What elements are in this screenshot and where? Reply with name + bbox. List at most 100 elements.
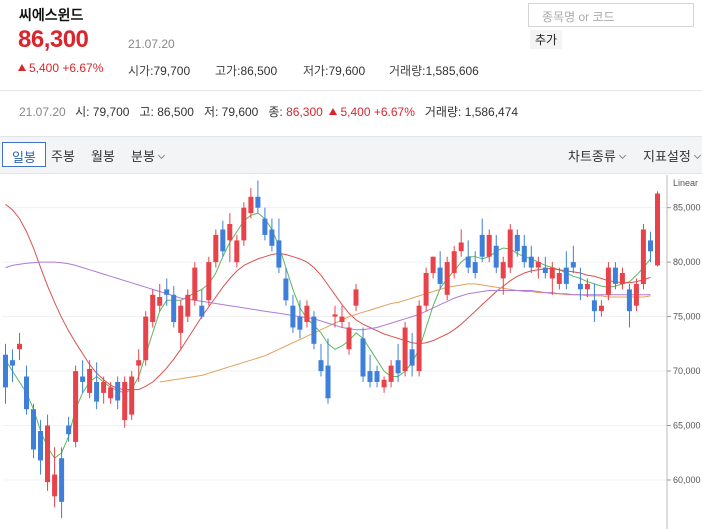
candle (171, 286, 177, 328)
candle (10, 349, 15, 382)
y-tick-label: 85,000 (673, 203, 701, 213)
scale-label: Linear (673, 178, 698, 188)
summary-open: 79,700 (92, 105, 130, 119)
candle-body (360, 338, 366, 377)
tab-monthly[interactable]: 월봉 (91, 149, 115, 164)
stat-low-label: 저가 (303, 64, 326, 78)
candle-body (472, 262, 478, 273)
chevron-down-icon (157, 151, 165, 160)
candle-body (591, 300, 597, 312)
candle-body (584, 283, 590, 290)
header-divider (0, 90, 702, 91)
candle (318, 343, 324, 377)
candle (150, 289, 156, 328)
candle (297, 300, 303, 339)
stock-header: 씨에스윈드 86,300 21.07.20 5,400 +6.67% 시가:79… (0, 0, 702, 90)
candle-body (500, 262, 506, 279)
candle-body (311, 316, 317, 344)
candle (486, 229, 492, 263)
candle (185, 289, 191, 323)
candle (612, 262, 618, 290)
candle-body (619, 273, 625, 284)
candle-body (59, 458, 65, 502)
candle (444, 256, 450, 301)
chevron-down-icon (618, 151, 626, 160)
stat-volume: 거래량:1,585,606 (389, 64, 479, 78)
candle-body (640, 229, 646, 284)
y-axis-ticks: 60,000 65,000 70,000 75,000 80,000 85,000 (667, 203, 701, 485)
candle-body (402, 327, 408, 372)
chart-type-dropdown[interactable]: 차트종류 (568, 146, 626, 165)
candle (136, 349, 142, 382)
chart-type-label: 차트종류 (568, 149, 616, 164)
candle (101, 376, 107, 404)
candle-body (346, 327, 352, 350)
candlestick-chart-svg[interactable]: Linear 60,000 65,000 70,000 75,000 80,000 85,… (0, 175, 702, 529)
ma-line-ma60 (159, 283, 651, 383)
candle-body (220, 229, 226, 252)
candle (655, 191, 660, 267)
candle (465, 240, 471, 274)
candle-body (3, 354, 8, 388)
candle (262, 207, 268, 241)
candle (648, 231, 653, 263)
price-change-text: 5,400 +6.67% (29, 61, 104, 75)
candle (227, 213, 233, 263)
candle (353, 283, 359, 312)
candle-body (94, 382, 100, 402)
candle-body (423, 273, 429, 306)
tab-minute[interactable]: 분봉 (122, 142, 173, 167)
tab-weekly[interactable]: 주봉 (51, 149, 75, 164)
candle (619, 267, 625, 290)
price-chart[interactable]: Linear 60,000 65,000 70,000 75,000 80,000 85,… (0, 175, 702, 529)
candle (220, 220, 226, 257)
summary-high-label: 고 (139, 105, 151, 119)
candle-body (437, 267, 443, 284)
indicator-settings-dropdown[interactable]: 지표설정 (643, 146, 701, 165)
candle (199, 289, 205, 319)
add-button[interactable]: 추가 (530, 30, 563, 49)
candle-body (507, 229, 513, 268)
candle (423, 267, 429, 312)
candle (395, 343, 401, 382)
candle-body (479, 234, 485, 257)
candle (521, 234, 527, 268)
y-tick-label: 60,000 (673, 475, 701, 485)
stat-low-value: 79,600 (328, 64, 366, 78)
candle-body (304, 305, 310, 322)
candle-body (150, 294, 156, 322)
summary-high: 86,500 (157, 105, 194, 119)
candle (388, 360, 394, 388)
candle (24, 365, 29, 415)
tab-daily[interactable]: 일봉 (2, 142, 46, 167)
candle-body (136, 360, 142, 366)
stat-volume-label: 거래량 (389, 64, 423, 78)
candle (514, 229, 520, 257)
candle (542, 256, 548, 279)
candle (416, 300, 422, 377)
candle-body (206, 262, 212, 301)
candle-body (38, 431, 43, 461)
candle (129, 371, 135, 421)
candle (332, 305, 338, 328)
candle (108, 381, 114, 404)
candle (507, 224, 513, 274)
candle-body (213, 234, 219, 263)
price-date: 21.07.20 (128, 37, 175, 51)
candle (479, 218, 485, 263)
candle-body (73, 371, 79, 442)
candle-body (605, 267, 611, 295)
candle (409, 332, 415, 377)
candle (556, 267, 562, 290)
search-input[interactable] (528, 3, 694, 27)
candle-body (612, 267, 618, 284)
candle (290, 294, 296, 333)
candle (605, 262, 611, 301)
candle (626, 283, 632, 328)
candle-body (332, 314, 338, 317)
moving-average-lines (5, 204, 651, 459)
candle-body (227, 224, 233, 241)
candle-body (521, 245, 527, 263)
current-price: 86,300 (18, 26, 89, 53)
candle (45, 414, 50, 491)
